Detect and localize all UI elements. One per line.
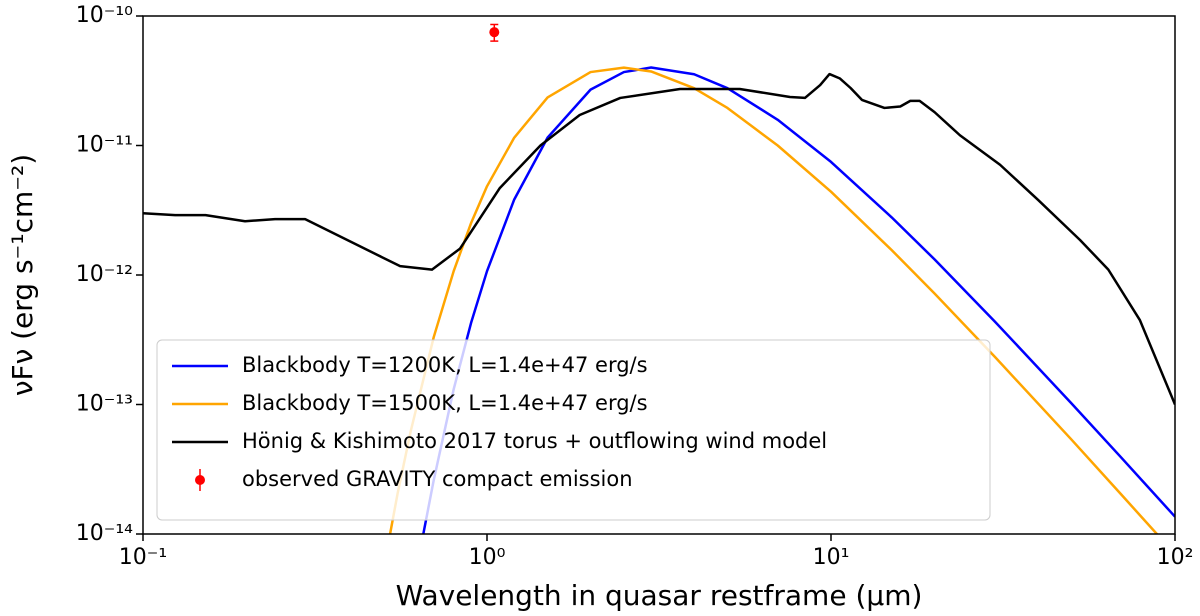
x-tick-label: 10¹ (813, 545, 850, 570)
y-axis-label: νFν (erg s⁻¹cm⁻²) (6, 154, 39, 396)
y-tick-label: 10⁻¹¹ (76, 133, 133, 158)
x-tick-label: 10⁰ (469, 545, 506, 570)
series-line (143, 72, 1175, 405)
data-point (489, 27, 500, 38)
x-tick-label: 10⁻¹ (119, 545, 167, 570)
legend-label: Blackbody T=1500K, L=1.4e+47 erg/s (242, 391, 648, 415)
x-axis-label: Wavelength in quasar restframe (µm) (396, 579, 923, 612)
series-line (422, 66, 1175, 534)
plot-area (143, 23, 1175, 534)
y-tick-label: 10⁻¹⁰ (76, 3, 133, 28)
y-tick-label: 10⁻¹² (76, 262, 133, 287)
legend-box (156, 339, 991, 521)
x-tick-label: 10² (1157, 545, 1194, 570)
legend-swatch (195, 475, 205, 485)
legend-label: Blackbody T=1200K, L=1.4e+47 erg/s (242, 353, 648, 377)
legend-label: Hönig & Kishimoto 2017 torus + outflowin… (242, 429, 827, 453)
y-tick-label: 10⁻¹⁴ (76, 521, 133, 546)
series-line (388, 66, 1159, 534)
y-tick-label: 10⁻¹³ (76, 392, 133, 417)
legend-label: observed GRAVITY compact emission (242, 467, 633, 491)
